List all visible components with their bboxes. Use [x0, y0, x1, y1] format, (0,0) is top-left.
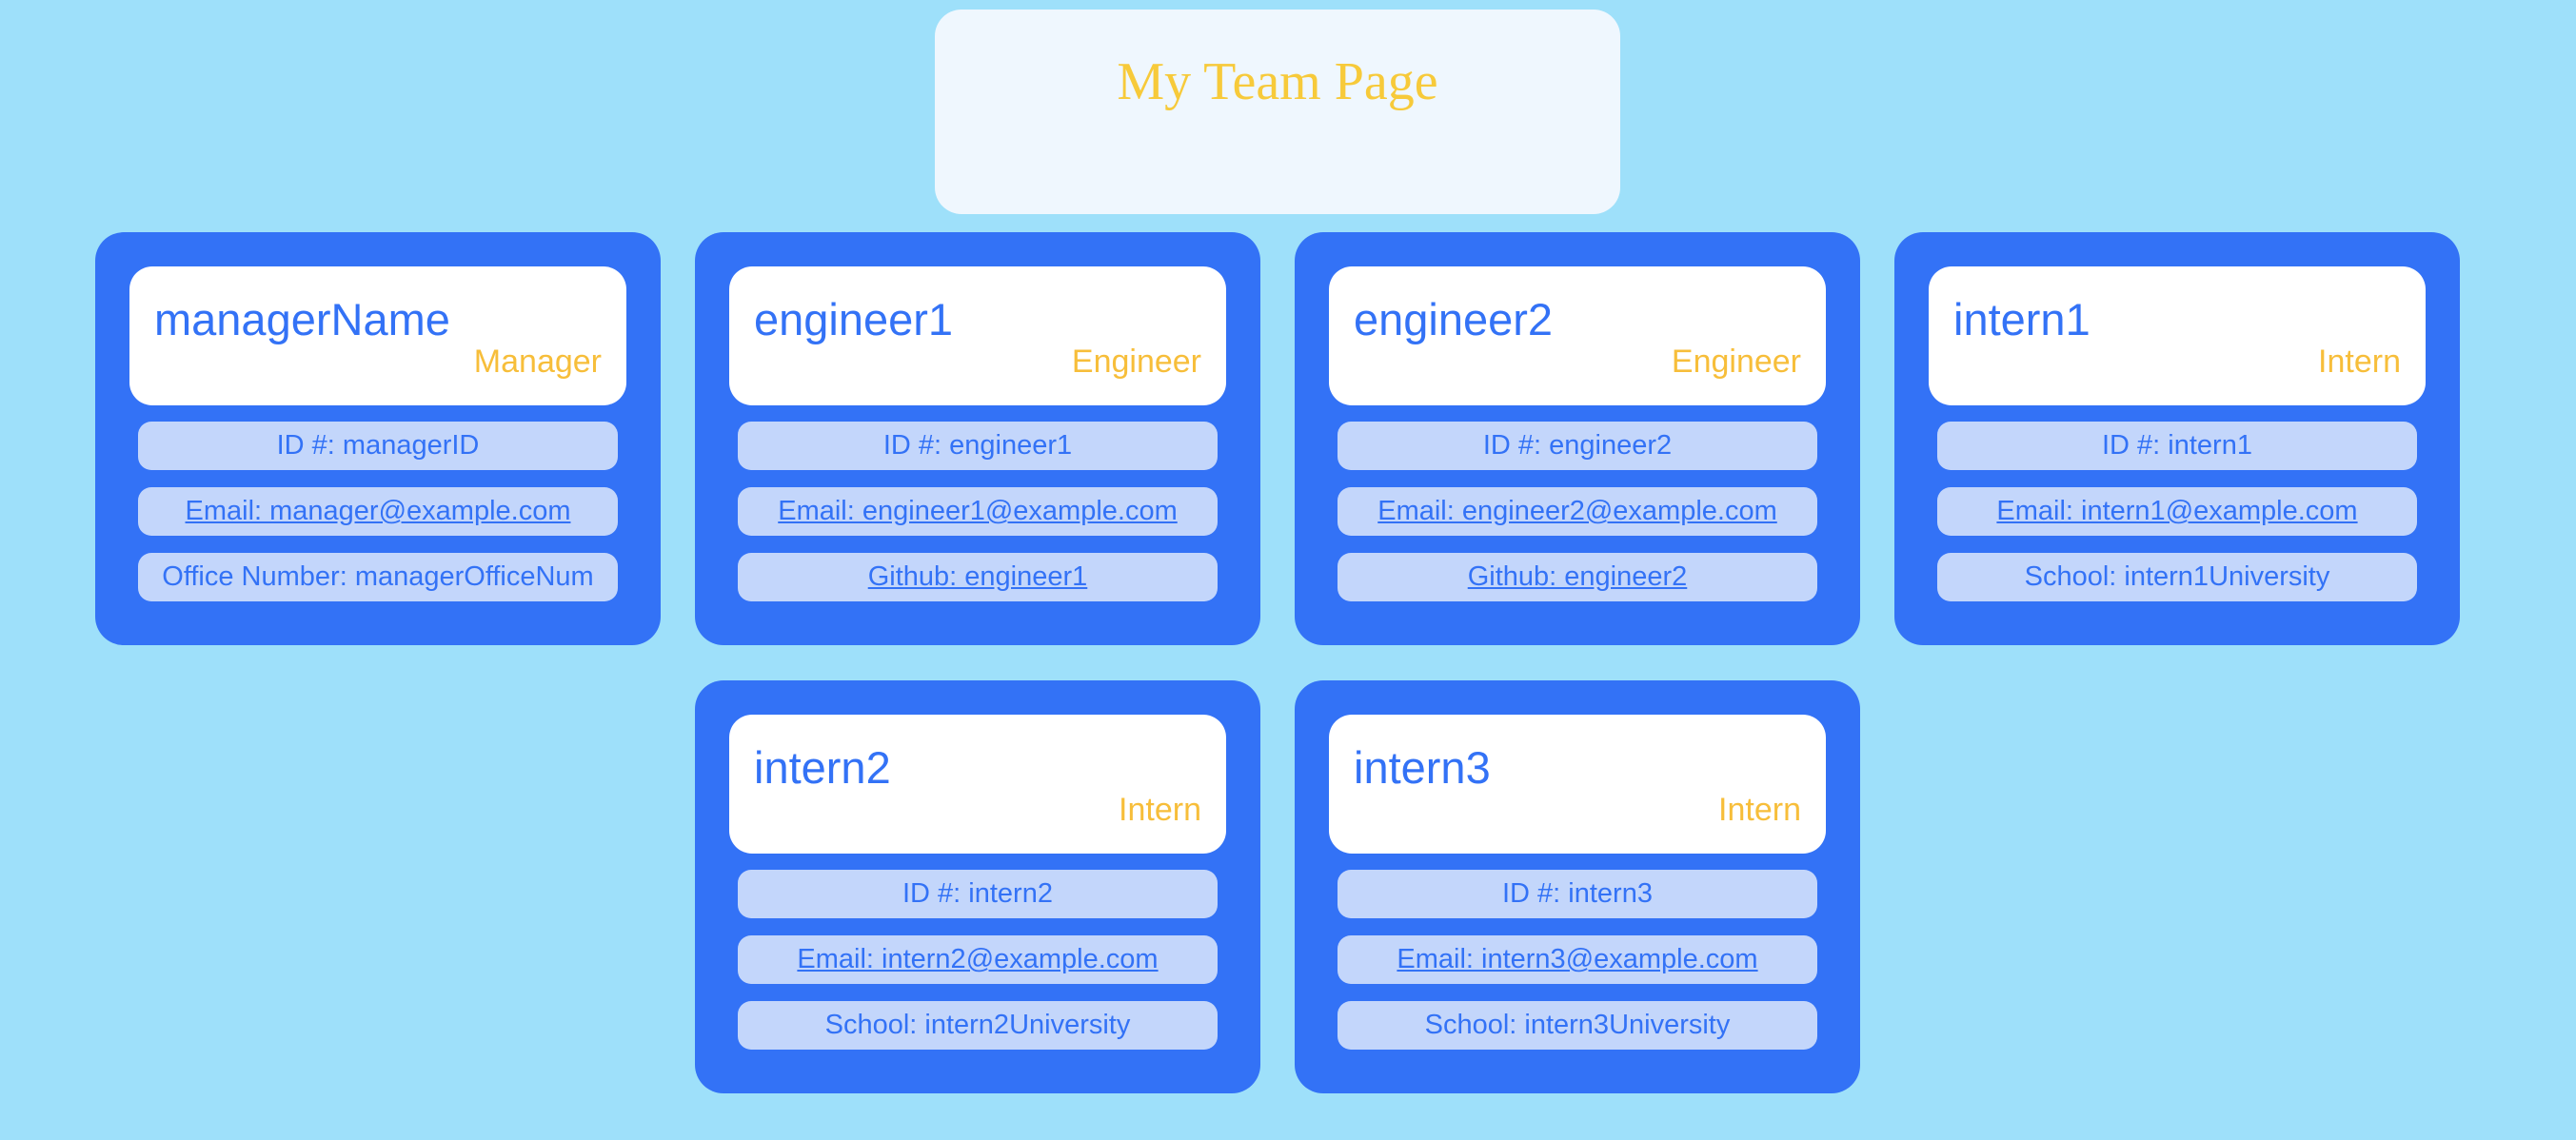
page-title: My Team Page [1117, 52, 1438, 111]
employee-role: Manager [473, 344, 602, 380]
card-header: managerName Manager [129, 266, 626, 405]
employee-name: engineer2 [1354, 294, 1554, 344]
employee-id: ID #: engineer1 [738, 422, 1218, 470]
employee-name: intern2 [754, 742, 891, 793]
employee-email-link[interactable]: Email: manager@example.com [138, 487, 618, 536]
card-header: intern3 Intern [1329, 715, 1826, 854]
employee-email-link[interactable]: Email: intern1@example.com [1937, 487, 2417, 536]
employee-id: ID #: engineer2 [1338, 422, 1817, 470]
employee-role: Intern [2318, 344, 2401, 380]
employee-school: School: intern3University [1338, 1001, 1817, 1050]
employee-school: School: intern1University [1937, 553, 2417, 601]
employee-role: Intern [1718, 792, 1801, 828]
employee-email-link[interactable]: Email: intern2@example.com [738, 935, 1218, 984]
employee-card-intern2: intern2 Intern ID #: intern2 Email: inte… [695, 680, 1260, 1093]
card-header: intern1 Intern [1929, 266, 2426, 405]
card-header: intern2 Intern [729, 715, 1226, 854]
employee-role: Intern [1119, 792, 1201, 828]
card-header: engineer2 Engineer [1329, 266, 1826, 405]
employee-school: School: intern2University [738, 1001, 1218, 1050]
card-header: engineer1 Engineer [729, 266, 1226, 405]
employee-github-link[interactable]: Github: engineer1 [738, 553, 1218, 601]
employee-card-intern3: intern3 Intern ID #: intern3 Email: inte… [1295, 680, 1860, 1093]
employee-github-link[interactable]: Github: engineer2 [1338, 553, 1817, 601]
employee-name: intern1 [1953, 294, 2091, 344]
employee-email-link[interactable]: Email: intern3@example.com [1338, 935, 1817, 984]
employee-card-intern1: intern1 Intern ID #: intern1 Email: inte… [1894, 232, 2460, 645]
employee-card-manager: managerName Manager ID #: managerID Emai… [95, 232, 661, 645]
employee-id: ID #: intern3 [1338, 870, 1817, 918]
employee-id: ID #: intern1 [1937, 422, 2417, 470]
employee-office-number: Office Number: managerOfficeNum [138, 553, 618, 601]
page-header: My Team Page [935, 10, 1620, 214]
employee-id: ID #: managerID [138, 422, 618, 470]
employee-name: managerName [154, 294, 450, 344]
employee-email-link[interactable]: Email: engineer2@example.com [1338, 487, 1817, 536]
employee-card-engineer2: engineer2 Engineer ID #: engineer2 Email… [1295, 232, 1860, 645]
employee-role: Engineer [1071, 344, 1201, 380]
employee-name: engineer1 [754, 294, 954, 344]
employee-id: ID #: intern2 [738, 870, 1218, 918]
employee-card-engineer1: engineer1 Engineer ID #: engineer1 Email… [695, 232, 1260, 645]
employee-role: Engineer [1671, 344, 1801, 380]
employee-email-link[interactable]: Email: engineer1@example.com [738, 487, 1218, 536]
employee-name: intern3 [1354, 742, 1491, 793]
